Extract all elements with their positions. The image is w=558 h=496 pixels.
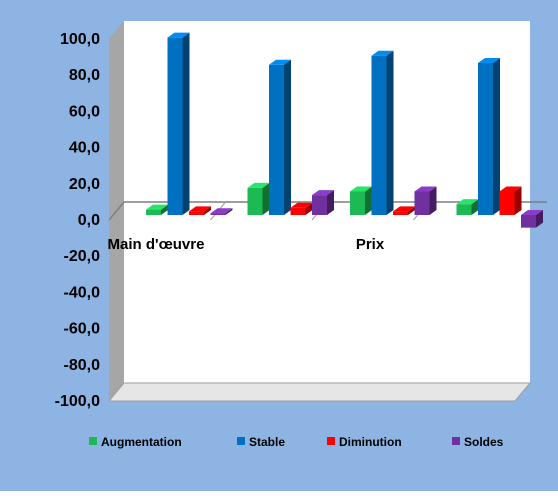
bar-top <box>456 199 479 205</box>
bar-stable <box>478 57 500 216</box>
legend-item: Soldes <box>452 435 504 449</box>
bar-front <box>521 215 536 228</box>
bar-top <box>478 57 500 63</box>
bar-top <box>414 186 437 192</box>
bar-side <box>262 182 270 215</box>
legend-swatch <box>452 437 460 445</box>
bar-side <box>429 186 437 215</box>
bar-front <box>290 207 306 215</box>
bar-augmentation <box>146 204 168 215</box>
bar-diminution <box>499 186 522 215</box>
bar-front <box>312 195 327 215</box>
bar-augmentation <box>456 199 479 215</box>
legend-label: Diminution <box>339 435 402 449</box>
bar-top <box>290 202 313 208</box>
bar-stable <box>371 50 394 215</box>
bar-soldes <box>210 208 233 215</box>
bar-soldes <box>521 210 543 228</box>
bar-front <box>478 62 493 216</box>
bar-soldes <box>312 190 334 215</box>
floor <box>107 382 532 402</box>
bar-top <box>393 206 415 212</box>
legend-label: Stable <box>249 435 285 449</box>
bar-front <box>167 37 183 216</box>
bar-side <box>514 186 522 215</box>
bar-diminution <box>393 206 415 215</box>
y-tick-label: 60,0 <box>69 103 100 120</box>
bar-top <box>210 208 233 214</box>
bar-top <box>247 182 270 188</box>
bar-front <box>189 211 204 215</box>
legend-item: Augmentation <box>89 435 182 449</box>
y-tick-label: 20,0 <box>69 176 100 193</box>
y-axis-ticks: 100,0 80,0 60,0 40,0 20,0 0,0 -20,0 -40,0 -60,0 -… <box>55 31 100 410</box>
y-tick-label: 40,0 <box>69 140 100 157</box>
bar-top <box>189 206 211 212</box>
bar-diminution <box>189 206 211 215</box>
bar-top <box>167 32 190 38</box>
y-tick-label: -100,0 <box>55 393 100 410</box>
category-label: Main d'œuvre <box>108 236 205 253</box>
y-tick-label: 80,0 <box>69 67 100 84</box>
bar-augmentation <box>350 186 372 215</box>
bar-side <box>327 190 334 215</box>
bar-side <box>386 50 394 215</box>
zero-line-side <box>108 201 125 221</box>
bar-front <box>146 209 161 215</box>
y-tick-label: -40,0 <box>64 284 101 301</box>
bar-group <box>146 32 543 228</box>
bar-front <box>371 55 387 215</box>
bar-augmentation <box>247 182 270 215</box>
legend-swatch <box>89 437 97 445</box>
bar-side <box>225 208 233 215</box>
bar-stable <box>167 32 190 216</box>
bar-soldes <box>414 186 437 215</box>
bar-stable <box>269 59 291 216</box>
y-tick-label: 0,0 <box>78 212 100 229</box>
bar-front <box>247 187 263 215</box>
bar-side <box>365 186 372 215</box>
bar-front <box>210 213 226 215</box>
bar-side <box>471 199 479 215</box>
bar-side <box>204 206 211 215</box>
bar-front <box>456 204 472 215</box>
y-tick-label: -20,0 <box>64 248 101 265</box>
bar-front <box>350 191 365 215</box>
bar-top <box>269 59 291 65</box>
bar-top <box>350 186 372 192</box>
bar-side <box>408 206 415 215</box>
bar-top <box>371 50 394 56</box>
bar-top <box>499 186 522 192</box>
legend-label: Augmentation <box>101 435 182 449</box>
y-tick-label: -80,0 <box>64 357 101 374</box>
category-labels: Main d'œuvre Prix <box>108 236 385 253</box>
y-tick-label: 100,0 <box>60 31 100 48</box>
legend-label: Soldes <box>464 435 504 449</box>
legend-swatch <box>237 437 245 445</box>
bar-side <box>493 57 500 216</box>
bar-side <box>182 32 190 216</box>
bar-side <box>305 202 313 215</box>
bar-front <box>269 64 284 216</box>
bar-side <box>284 59 291 215</box>
bar-front <box>393 211 408 215</box>
legend: Augmentation Stable Diminution Soldes <box>89 435 504 449</box>
bar-top <box>312 190 334 196</box>
legend-swatch <box>327 437 335 445</box>
bar-side <box>161 204 168 215</box>
legend-item: Diminution <box>327 435 402 449</box>
bar-front <box>414 191 430 215</box>
bar-diminution <box>290 202 313 215</box>
y-tick-label: -60,0 <box>64 321 101 338</box>
legend-item: Stable <box>237 435 285 449</box>
bar-side <box>536 210 543 228</box>
bar-front <box>499 191 515 215</box>
category-label: Prix <box>356 236 385 253</box>
bar-top <box>146 204 168 210</box>
bar-top <box>521 210 543 215</box>
